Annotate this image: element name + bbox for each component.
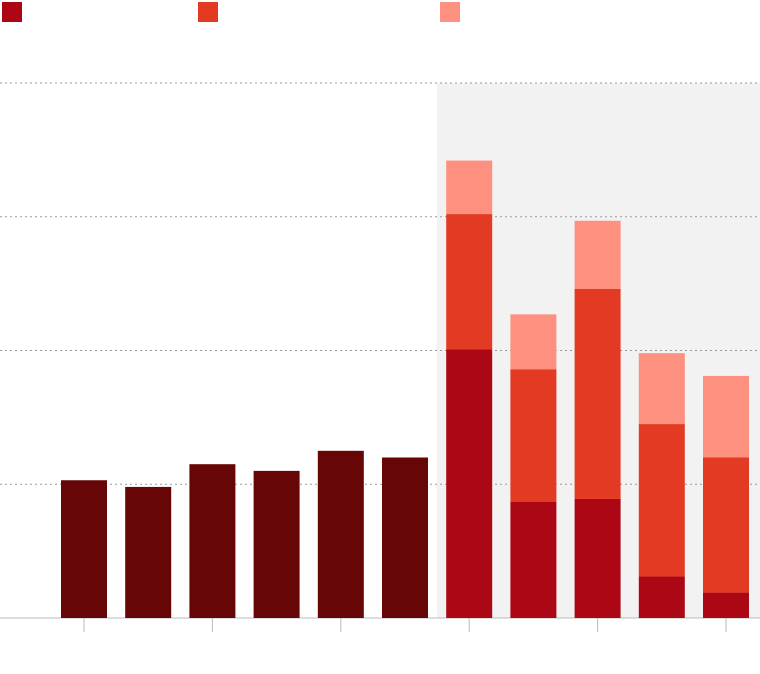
bar-segment: [703, 457, 749, 593]
bar-segment: [446, 349, 493, 618]
bar-segment: [125, 486, 172, 618]
bar-segment: [61, 480, 107, 618]
bar-segment: [317, 450, 364, 618]
bar-segment: [382, 457, 428, 618]
bar-segment: [574, 220, 621, 289]
bar-segment: [703, 592, 749, 618]
bar-segment: [574, 288, 621, 499]
bar-segment: [638, 576, 685, 618]
bar-segment: [574, 498, 621, 618]
bar-segment: [446, 214, 493, 350]
legend-swatch: [440, 2, 460, 22]
bar-segment: [510, 369, 557, 502]
bar-segment: [446, 160, 493, 215]
bar-segment: [638, 424, 685, 577]
bar-segment: [189, 464, 236, 618]
legend-swatch: [198, 2, 218, 22]
legend-swatch: [2, 2, 22, 22]
bar-segment: [703, 375, 749, 458]
bar-segment: [638, 353, 685, 425]
bar-segment: [253, 470, 300, 618]
bar-segment: [510, 314, 557, 370]
bar-segment: [510, 501, 557, 618]
